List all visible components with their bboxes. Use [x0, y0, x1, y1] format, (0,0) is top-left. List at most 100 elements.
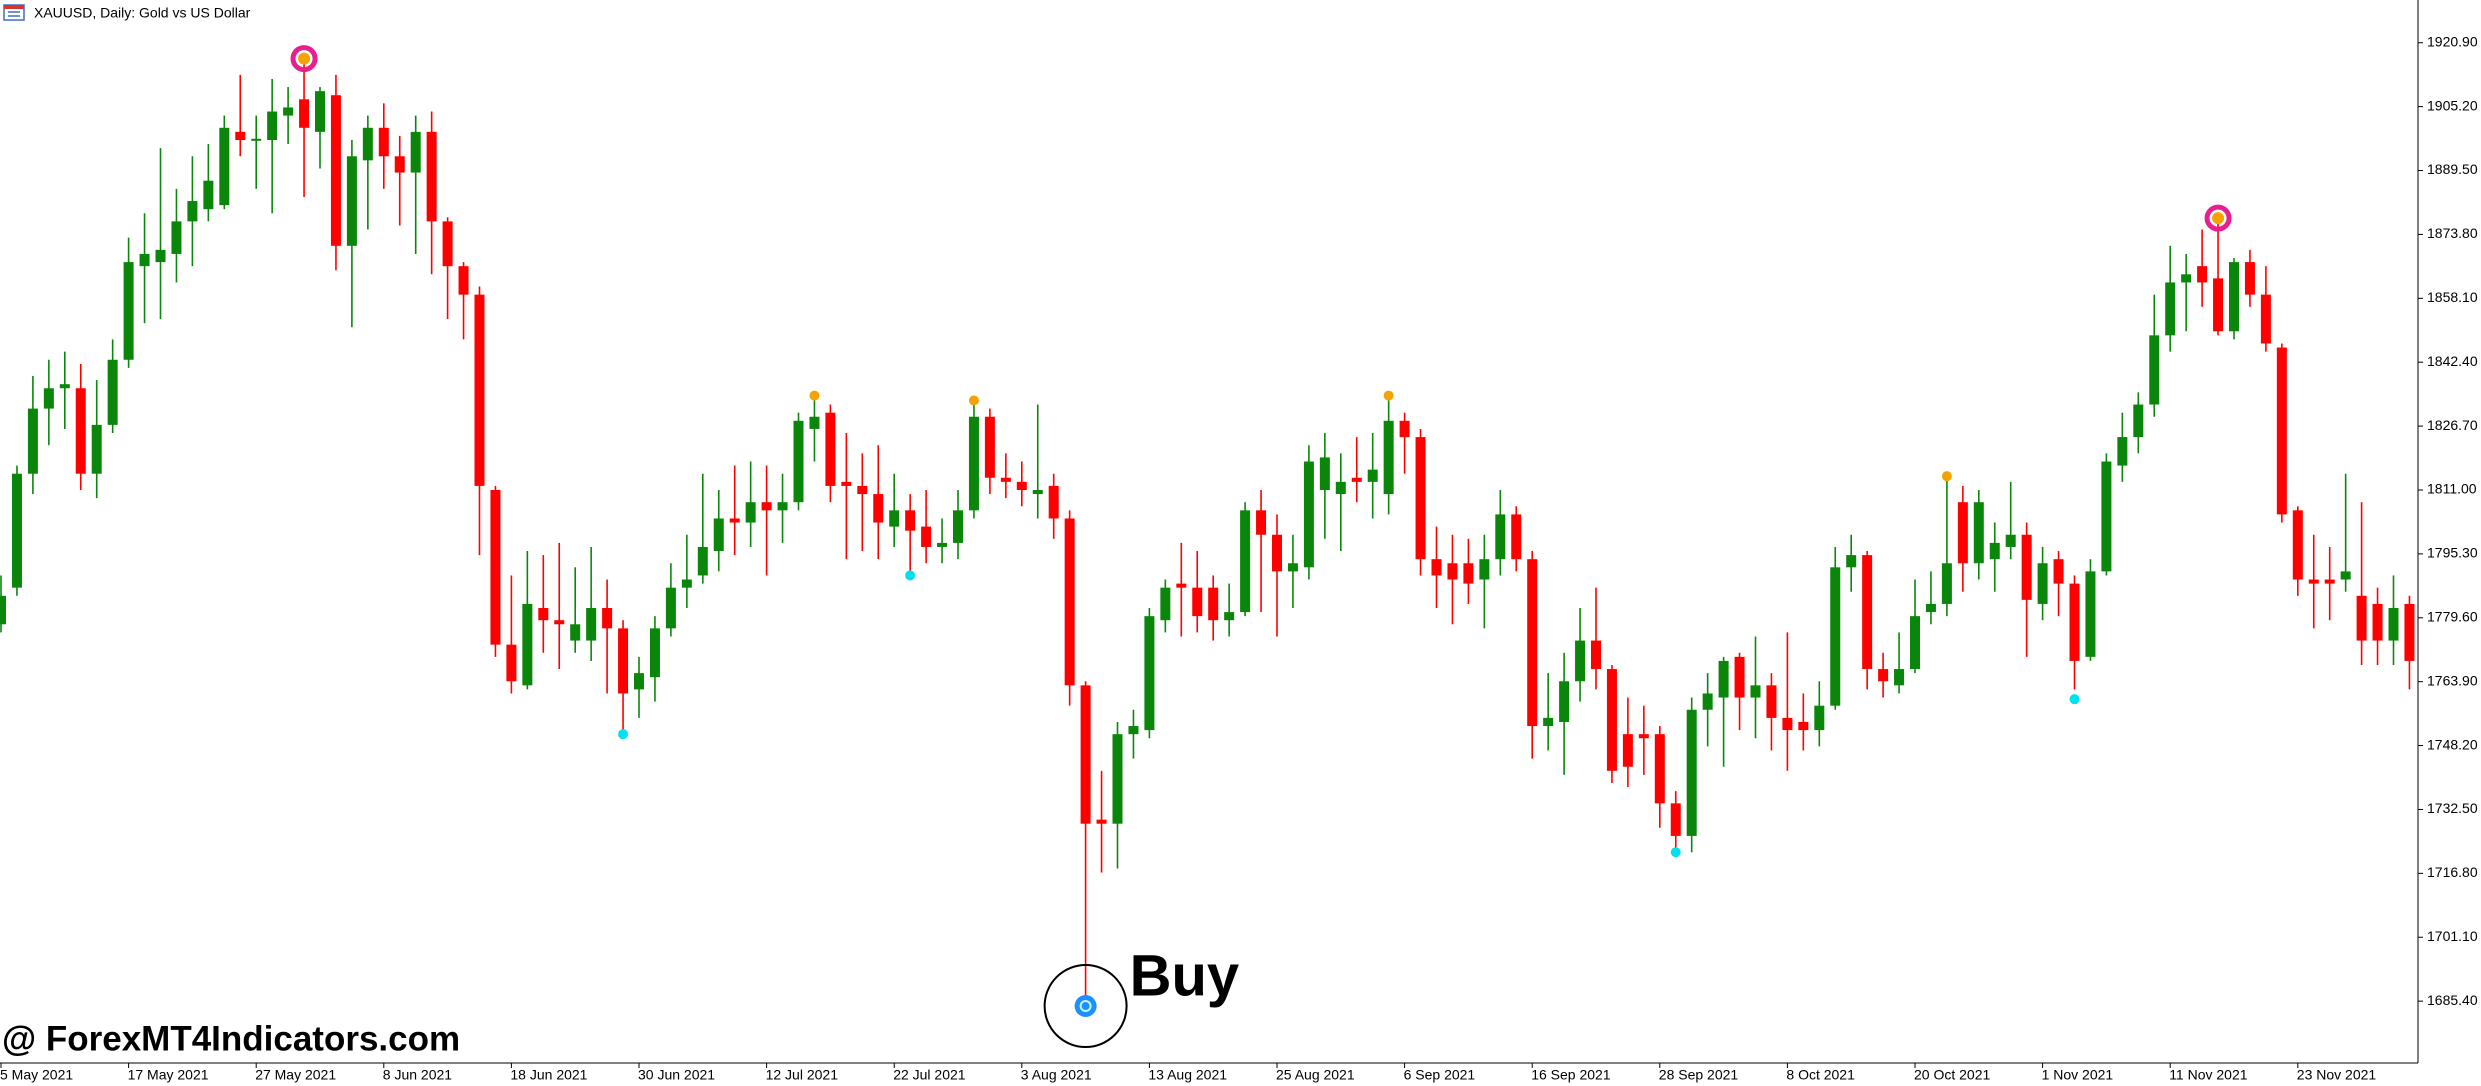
y-tick-label: 1748.20: [2427, 736, 2478, 752]
candle-body: [330, 95, 341, 246]
x-tick-label: 11 Nov 2021: [2169, 1067, 2248, 1083]
candle-body: [2276, 347, 2287, 515]
x-tick-label: 28 Sep 2021: [1659, 1067, 1739, 1083]
y-tick-label: 1763.90: [2427, 672, 2478, 688]
candle-body: [618, 628, 629, 694]
candle-body: [1543, 717, 1554, 727]
candle-body: [1670, 803, 1681, 836]
candle-body: [362, 127, 373, 161]
candle-body: [2149, 335, 2160, 405]
candle-body: [2165, 282, 2176, 336]
symbol-icon: [3, 4, 25, 21]
candle-body: [1128, 726, 1139, 735]
y-tick-label: 1873.80: [2427, 225, 2478, 241]
candle-body: [1463, 563, 1474, 584]
candle-body: [1957, 502, 1968, 564]
candle-body: [1208, 587, 1219, 621]
candle-body: [315, 91, 325, 132]
candle-body: [1367, 469, 1378, 482]
candle-body: [586, 608, 597, 641]
candle-body: [155, 249, 166, 263]
candle-body: [905, 510, 916, 531]
buy-signal: [1074, 995, 1097, 1018]
y-tick-label: 1811.00: [2427, 481, 2477, 497]
candle-body: [458, 266, 469, 295]
candle-body: [123, 262, 134, 360]
candle-body: [1702, 693, 1713, 710]
candle-body: [1527, 559, 1538, 727]
candle-body: [809, 416, 820, 429]
buy-signal: [618, 729, 629, 740]
candle-body: [2244, 262, 2255, 295]
x-tick-label: 17 May 2021: [128, 1067, 209, 1083]
y-tick-label: 1905.20: [2427, 97, 2478, 113]
candle-body: [1176, 583, 1187, 588]
candle-body: [1080, 685, 1091, 824]
candle-body: [2292, 510, 2303, 580]
candle-body: [777, 502, 788, 511]
candle-body: [1575, 640, 1586, 682]
candle-body: [474, 294, 485, 486]
sell-signal: [1383, 390, 1394, 401]
candle-body: [2260, 294, 2271, 344]
x-tick-label: 30 Jun 2021: [638, 1067, 715, 1083]
y-tick-label: 1842.40: [2427, 353, 2478, 369]
candle-body: [1638, 734, 1649, 739]
candle-body: [889, 510, 900, 527]
candle-body: [2005, 534, 2016, 547]
candle-body: [2021, 534, 2032, 600]
candle-body: [984, 416, 995, 478]
candle-body: [873, 494, 884, 523]
candle-body: [27, 408, 38, 474]
candle-body: [1862, 555, 1873, 670]
candle-body: [634, 673, 644, 690]
x-tick-label: 1 Nov 2021: [2042, 1067, 2114, 1083]
candle-body: [2388, 608, 2399, 641]
candle-body: [1591, 640, 1601, 670]
candle-body: [1878, 669, 1889, 682]
candle-body: [1718, 660, 1729, 698]
candle-body: [1256, 510, 1267, 535]
x-tick-label: 12 Jul 2021: [766, 1067, 839, 1083]
candle-body: [1319, 457, 1330, 490]
candle-body: [1112, 734, 1123, 824]
candle-body: [2101, 461, 2112, 572]
candle-body: [538, 608, 549, 621]
candle-body: [1479, 559, 1490, 580]
candle-body: [729, 518, 740, 523]
candle-body: [1973, 502, 1984, 564]
candle-body: [857, 485, 868, 495]
y-tick-label: 1779.60: [2427, 608, 2478, 624]
candle-body: [59, 384, 70, 389]
candle-body: [2133, 404, 2144, 438]
buy-signal: [905, 570, 916, 581]
x-tick-label: 6 Sep 2021: [1404, 1067, 1476, 1083]
candle-body: [1192, 587, 1203, 617]
candle-body: [1016, 481, 1027, 490]
candle-body: [1000, 477, 1011, 482]
candle-body: [1415, 437, 1426, 560]
candle-body: [1048, 485, 1059, 519]
candle-body: [107, 359, 118, 425]
candle-body: [1782, 717, 1793, 731]
x-tick-label: 20 Oct 2021: [1914, 1067, 1990, 1083]
candle-body: [1654, 734, 1665, 804]
candle-body: [2213, 278, 2224, 332]
candle-body: [1399, 420, 1410, 438]
watermark: @ ForexMT4Indicators.com: [2, 1019, 460, 1058]
candle-body: [1846, 555, 1857, 568]
candle-body: [1064, 518, 1075, 686]
candle-body: [442, 221, 453, 267]
candle-body: [2324, 579, 2335, 584]
y-tick-label: 1889.50: [2427, 161, 2478, 177]
candle-body: [219, 127, 230, 206]
candle-body: [665, 587, 676, 629]
candle-body: [825, 412, 836, 486]
candle-body: [649, 628, 660, 678]
candle-body: [968, 416, 979, 511]
candle-body: [1686, 709, 1697, 836]
candle-body: [841, 481, 852, 486]
candle-body: [1383, 420, 1394, 495]
candle-body: [2229, 262, 2239, 332]
